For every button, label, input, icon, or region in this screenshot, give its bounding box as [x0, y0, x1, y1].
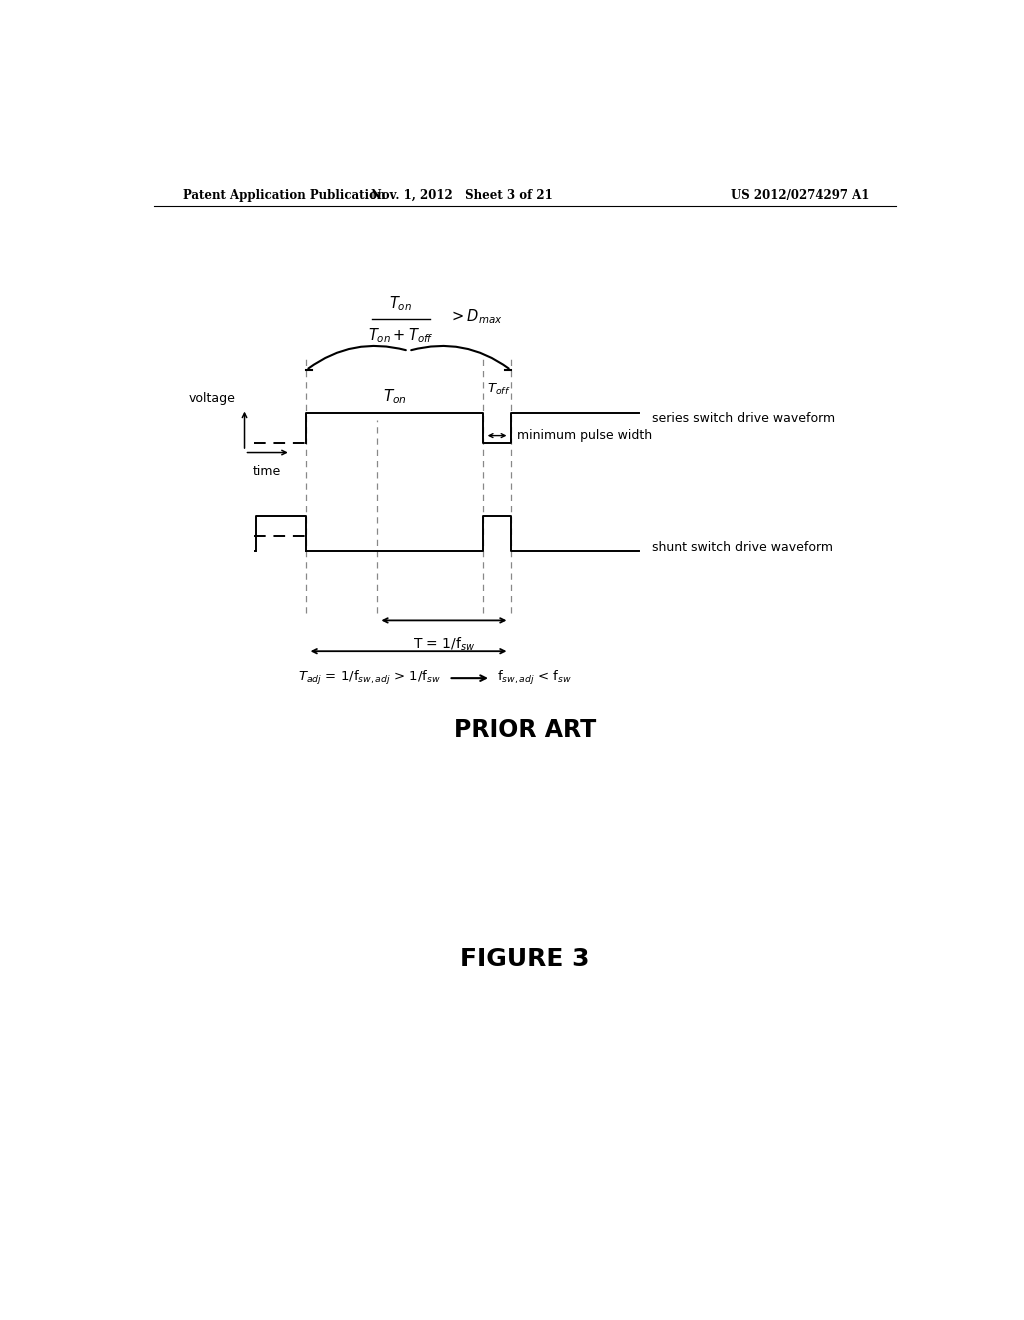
Text: series switch drive waveform: series switch drive waveform — [652, 412, 835, 425]
Text: US 2012/0274297 A1: US 2012/0274297 A1 — [731, 189, 869, 202]
Text: $> D_{max}$: $> D_{max}$ — [449, 308, 502, 326]
Text: f$_{sw,adj}$ < f$_{sw}$: f$_{sw,adj}$ < f$_{sw}$ — [497, 669, 572, 688]
Text: Nov. 1, 2012   Sheet 3 of 21: Nov. 1, 2012 Sheet 3 of 21 — [371, 189, 553, 202]
Text: time: time — [252, 465, 281, 478]
Text: shunt switch drive waveform: shunt switch drive waveform — [652, 541, 833, 554]
Text: $T_{adj}$ = 1/f$_{sw,adj}$ > 1/f$_{sw}$: $T_{adj}$ = 1/f$_{sw,adj}$ > 1/f$_{sw}$ — [298, 669, 441, 688]
Text: T = 1/f$_{sw}$: T = 1/f$_{sw}$ — [413, 636, 475, 653]
Text: $T_{on}+T_{off}$: $T_{on}+T_{off}$ — [368, 326, 434, 345]
Text: minimum pulse width: minimum pulse width — [517, 429, 652, 442]
Text: $T_{on}$: $T_{on}$ — [389, 294, 413, 313]
Text: PRIOR ART: PRIOR ART — [454, 718, 596, 742]
Text: voltage: voltage — [188, 392, 236, 405]
Text: FIGURE 3: FIGURE 3 — [460, 948, 590, 972]
Text: Patent Application Publication: Patent Application Publication — [183, 189, 385, 202]
Text: $T_{off}$: $T_{off}$ — [486, 381, 510, 397]
Text: $T_{on}$: $T_{on}$ — [383, 388, 407, 407]
